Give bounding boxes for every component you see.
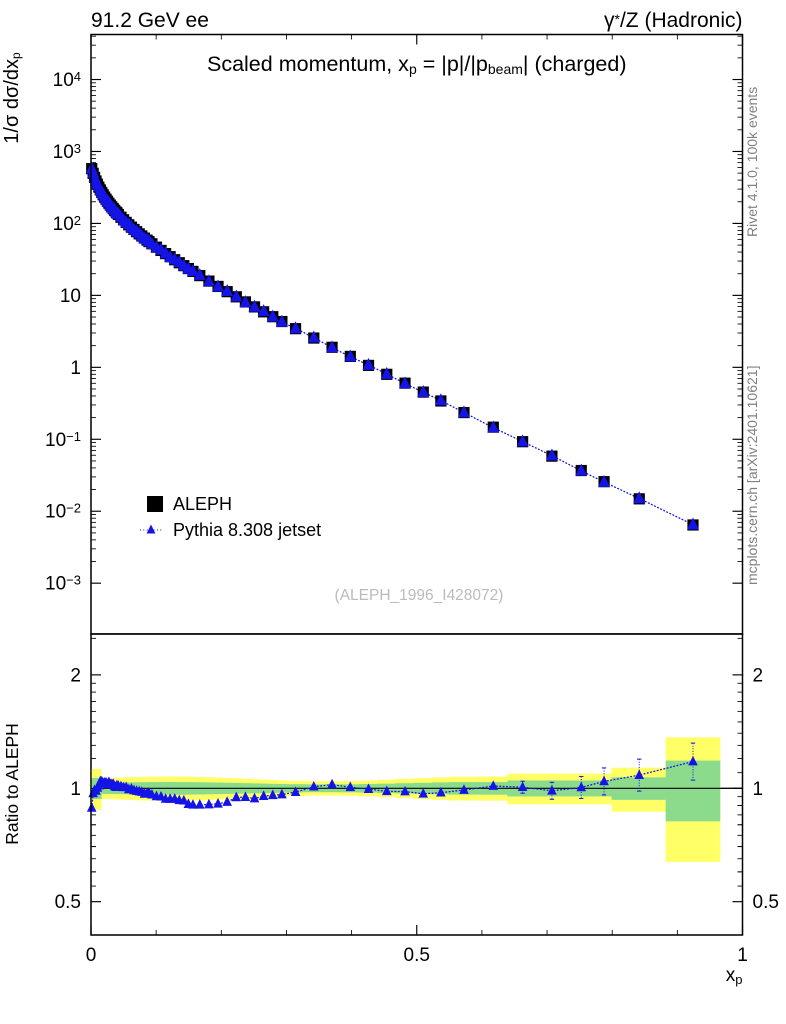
svg-text:2: 2 — [70, 665, 81, 686]
svg-text:Scaled momentum, xp = |p|/|pbe: Scaled momentum, xp = |p|/|pbeam| (charg… — [207, 52, 627, 77]
svg-text:102: 102 — [53, 212, 81, 234]
svg-text:γ*/Z (Hadronic): γ*/Z (Hadronic) — [604, 9, 742, 32]
svg-text:10−1: 10−1 — [45, 428, 81, 450]
svg-text:Rivet 4.1.0, 100k events: Rivet 4.1.0, 100k events — [744, 87, 760, 237]
svg-text:0.5: 0.5 — [55, 892, 81, 913]
svg-text:2: 2 — [753, 665, 764, 686]
svg-text:xp: xp — [726, 965, 743, 987]
svg-text:1: 1 — [737, 945, 748, 966]
svg-text:ALEPH: ALEPH — [173, 494, 232, 514]
svg-text:1/σ dσ/dxp: 1/σ dσ/dxp — [1, 52, 23, 144]
svg-text:0.5: 0.5 — [404, 945, 430, 966]
svg-text:Ratio to ALEPH: Ratio to ALEPH — [2, 723, 22, 845]
svg-text:Pythia 8.308 jetset: Pythia 8.308 jetset — [173, 520, 321, 540]
svg-text:(ALEPH_1996_I428072): (ALEPH_1996_I428072) — [335, 587, 504, 604]
svg-text:91.2 GeV ee: 91.2 GeV ee — [91, 9, 209, 32]
svg-text:1: 1 — [70, 358, 81, 379]
svg-text:104: 104 — [53, 69, 81, 91]
svg-text:0.5: 0.5 — [753, 892, 779, 913]
svg-text:10−3: 10−3 — [45, 572, 81, 594]
svg-text:10−2: 10−2 — [45, 500, 81, 522]
svg-text:1: 1 — [70, 779, 81, 800]
svg-text:mcplots.cern.ch [arXiv:2401.10: mcplots.cern.ch [arXiv:2401.10621] — [744, 366, 760, 585]
svg-text:1: 1 — [753, 779, 764, 800]
svg-text:103: 103 — [53, 141, 81, 163]
svg-text:0: 0 — [86, 945, 97, 966]
svg-text:10: 10 — [60, 286, 81, 307]
